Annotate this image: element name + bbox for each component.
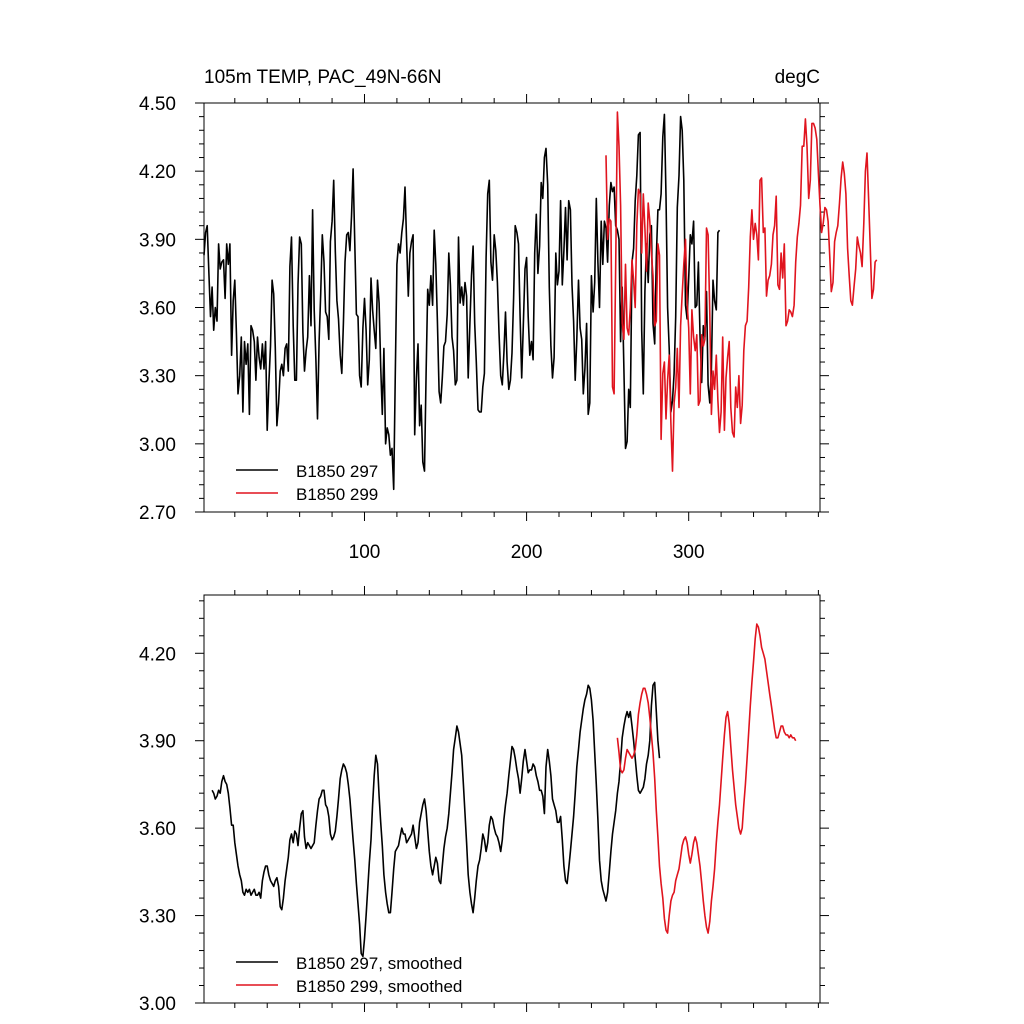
y-tick-label: 4.50 <box>139 94 176 115</box>
series-line-1 <box>211 681 661 958</box>
y-tick-label: 4.20 <box>139 644 176 665</box>
y-tick-label: 3.90 <box>139 732 176 753</box>
legend-label: B1850 297 <box>296 462 378 481</box>
units-label: degC <box>775 67 820 88</box>
y-tick-label: 3.90 <box>139 230 176 251</box>
legend-label: B1850 299 <box>296 485 378 504</box>
bottom-panel: 3.00 3.30 3.60 3.90 4.20 B1850 297, smoothed B… <box>139 586 829 1015</box>
series-line-2 <box>616 623 797 934</box>
series-line-1 <box>203 113 721 491</box>
y-tick-label: 3.00 <box>139 435 176 456</box>
plot-frame <box>203 102 821 513</box>
chart-title: 105m TEMP, PAC_49N-66N <box>204 67 442 88</box>
x-tick-label: 300 <box>673 542 705 563</box>
y-tick-label: 3.30 <box>139 367 176 388</box>
plot-frame <box>203 594 821 1004</box>
x-tick-label: 100 <box>349 542 381 563</box>
legend-label: B1850 299, smoothed <box>296 977 462 996</box>
y-tick-label: 3.60 <box>139 819 176 840</box>
y-tick-label: 3.60 <box>139 299 176 320</box>
y-tick-label: 4.20 <box>139 162 176 183</box>
y-tick-label: 3.00 <box>139 994 176 1015</box>
series-line-2 <box>605 111 878 472</box>
y-tick-label: 2.70 <box>139 503 176 524</box>
x-tick-label: 200 <box>511 542 543 563</box>
y-tick-label: 3.30 <box>139 907 176 928</box>
top-panel: 2.70 3.00 3.30 3.60 3.90 4.20 4.50 100 200 300 105… <box>139 67 878 563</box>
legend-label: B1850 297, smoothed <box>296 954 462 973</box>
